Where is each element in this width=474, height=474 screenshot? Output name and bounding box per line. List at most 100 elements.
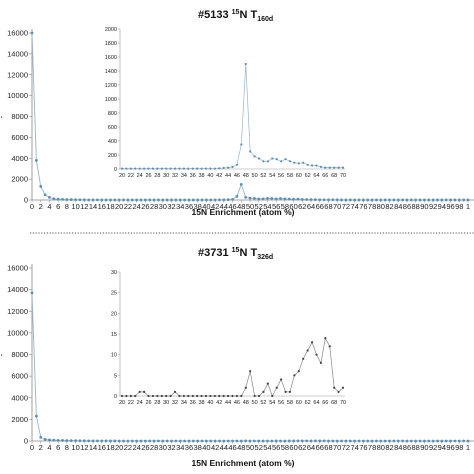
- inset-data-point: [293, 374, 296, 377]
- inset-x-tick-label: 60: [296, 173, 302, 179]
- data-point: [82, 439, 86, 443]
- inset-data-point: [213, 167, 216, 170]
- chart-title-main: N T: [239, 9, 257, 21]
- data-point: [126, 198, 130, 202]
- inset-x-tick-label: 38: [198, 173, 204, 179]
- inset-y-tick-label: 5: [114, 373, 117, 379]
- y-tick-label: 2000: [11, 175, 28, 184]
- data-point: [287, 439, 291, 443]
- data-point: [279, 197, 282, 200]
- data-point: [104, 198, 108, 202]
- data-point: [357, 198, 361, 202]
- x-tick-label: 46: [228, 443, 236, 452]
- data-point: [392, 439, 396, 443]
- data-point: [65, 439, 69, 442]
- inset-data-point: [187, 167, 190, 170]
- inset-x-tick-label: 24: [137, 173, 143, 179]
- inset-data-point: [222, 394, 225, 398]
- inset-data-point: [315, 353, 318, 356]
- data-point: [218, 439, 221, 443]
- x-tick-label: 4: [47, 202, 51, 211]
- x-tick-label: 90: [420, 202, 428, 211]
- data-point: [148, 439, 152, 443]
- data-point: [135, 198, 139, 202]
- data-point: [314, 439, 317, 443]
- data-point: [353, 198, 357, 202]
- data-point: [165, 198, 169, 202]
- data-point: [187, 439, 191, 443]
- data-point: [244, 195, 248, 199]
- inset-data-point: [125, 167, 128, 170]
- data-point: [270, 197, 274, 200]
- data-point: [322, 439, 326, 443]
- chart-panel-2: #3731 15N T326d0200040006000800010000120…: [1, 247, 474, 468]
- data-point: [218, 198, 221, 202]
- x-tick-label: 96: [446, 443, 454, 452]
- data-point: [152, 198, 156, 202]
- x-tick-label: 0: [30, 443, 34, 452]
- inset-x-tick-label: 44: [225, 173, 231, 179]
- data-point: [205, 439, 208, 443]
- inset-data-point: [196, 167, 199, 170]
- data-point: [165, 439, 169, 443]
- data-point: [48, 438, 51, 442]
- inset-data-point: [302, 357, 305, 360]
- x-tick-label: 64: [307, 443, 315, 452]
- x-axis-label: 15N Enrichment (atom %): [192, 458, 295, 468]
- data-point: [274, 439, 278, 443]
- inset-y-tick-label: 800: [108, 111, 117, 117]
- inset-data-point: [257, 394, 261, 398]
- data-point: [39, 185, 43, 188]
- data-point: [69, 198, 73, 201]
- data-point: [466, 439, 470, 443]
- data-point: [231, 197, 234, 201]
- inset-data-point: [253, 155, 256, 158]
- chart-title: #3731 15N T326d: [198, 247, 273, 261]
- inset-x-tick-label: 22: [128, 400, 134, 406]
- x-tick-label: 16: [98, 443, 106, 452]
- x-tick-label: 42: [211, 202, 219, 211]
- data-point: [423, 439, 426, 443]
- data-point: [139, 439, 143, 443]
- data-point: [222, 198, 226, 202]
- data-point: [100, 439, 104, 443]
- chart-title-sup: 15: [232, 247, 240, 254]
- data-point: [383, 198, 387, 202]
- x-tick-label: 30: [159, 202, 167, 211]
- data-point: [109, 198, 112, 202]
- data-point: [222, 439, 226, 443]
- inset-x-tick-label: 68: [331, 173, 337, 179]
- inset-data-point: [196, 394, 199, 398]
- inset-x-tick-label: 68: [331, 400, 337, 406]
- x-tick-label: 80: [377, 202, 385, 211]
- x-tick-label: 18: [106, 443, 114, 452]
- data-point: [409, 439, 413, 443]
- inset-data-point: [120, 394, 124, 398]
- data-point: [104, 439, 108, 443]
- data-point: [235, 194, 239, 198]
- data-point: [117, 439, 121, 443]
- x-tick-label: 76: [359, 443, 367, 452]
- data-point: [266, 197, 269, 200]
- data-point: [187, 198, 191, 202]
- data-point: [344, 198, 348, 202]
- inset-x-tick-label: 66: [322, 173, 328, 179]
- x-tick-label: 40: [202, 443, 210, 452]
- x-tick-label: 38: [194, 202, 202, 211]
- data-point: [357, 439, 361, 443]
- inset-data-point: [319, 361, 322, 365]
- inset-data-point: [182, 167, 185, 170]
- x-tick-label: 48: [237, 443, 245, 452]
- inset-data-point: [178, 394, 181, 398]
- inset-x-tick-label: 32: [172, 400, 178, 406]
- x-tick-label: 94: [438, 202, 446, 211]
- data-point: [213, 439, 217, 443]
- data-point: [444, 439, 448, 443]
- inset-data-point: [337, 390, 340, 393]
- data-point: [69, 439, 73, 443]
- data-point: [43, 437, 47, 441]
- x-tick-label: 66: [316, 443, 324, 452]
- x-tick-label: 36: [185, 443, 193, 452]
- inset-data-point: [333, 166, 336, 169]
- x-tick-label: 64: [307, 202, 315, 211]
